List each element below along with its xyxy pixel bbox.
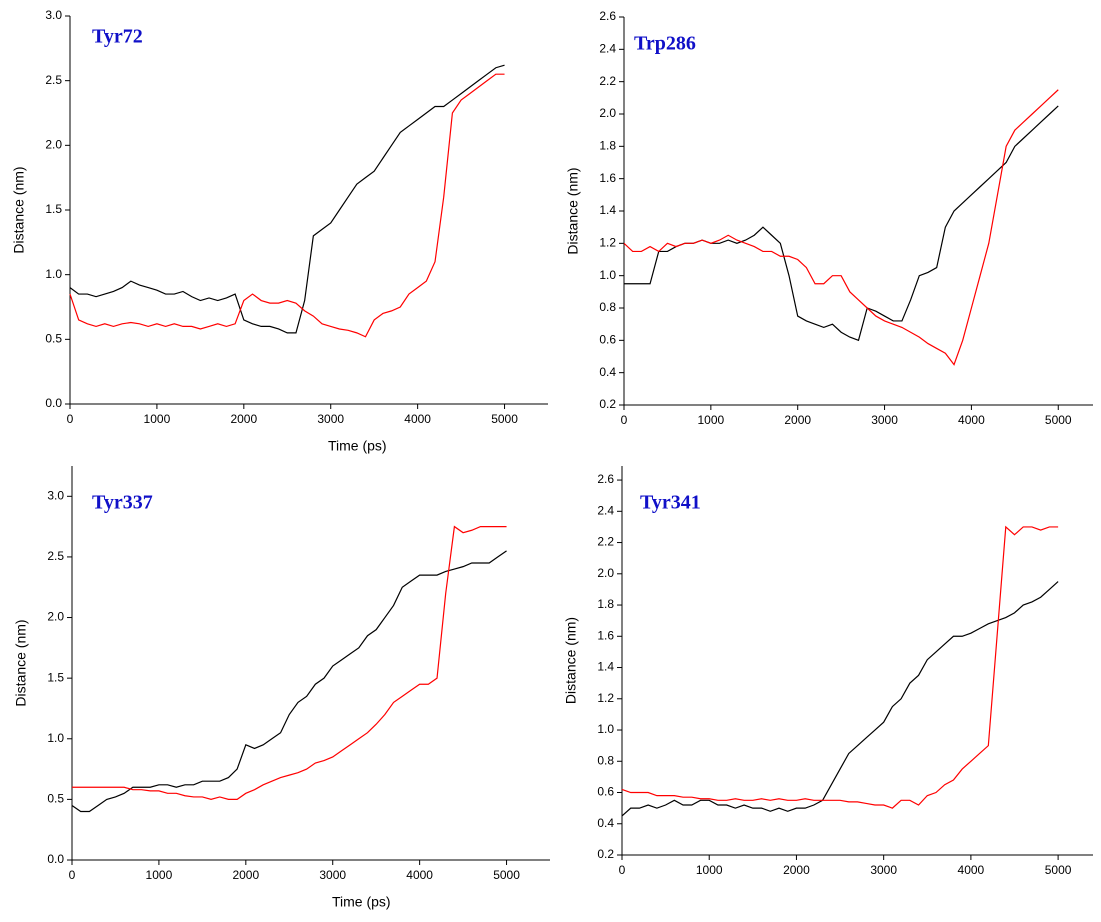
- chart-title: Tyr72: [92, 26, 143, 48]
- x-tick-label: 4000: [958, 413, 985, 427]
- x-tick-label: 3000: [319, 868, 346, 882]
- x-tick-label: 1000: [696, 863, 723, 877]
- data-line: [621, 525, 1059, 809]
- y-tick-label: 2.4: [599, 42, 616, 56]
- y-axis-label: Distance (nm): [11, 166, 27, 253]
- y-tick-label: 2.6: [599, 9, 616, 23]
- x-tick-label: 2000: [230, 412, 257, 426]
- x-tick-label: 4000: [404, 412, 431, 426]
- chart-title: Tyr341: [640, 492, 701, 514]
- y-tick-label: 3.0: [47, 488, 64, 502]
- y-tick-label: 0.8: [599, 300, 616, 314]
- chart-title: Tyr337: [92, 492, 153, 514]
- x-tick-label: 5000: [1045, 413, 1072, 427]
- y-tick-label: 2.4: [597, 503, 614, 517]
- x-tick-label: 3000: [317, 412, 344, 426]
- y-tick-label: 1.6: [599, 171, 616, 185]
- y-tick-label: 0.6: [597, 785, 614, 799]
- y-tick-label: 1.0: [599, 268, 616, 282]
- y-tick-label: 1.4: [597, 660, 614, 674]
- y-tick-label: 0.4: [599, 365, 616, 379]
- y-tick-label: 1.4: [599, 203, 616, 217]
- panel: 0 1000 2000 3000 4000 5000 0.0 0.5 1.0 1.5 2.0 2.5 3…: [11, 8, 548, 454]
- data-line: [72, 525, 507, 801]
- y-tick-label: 2.5: [47, 549, 64, 563]
- y-tick-label: 0.5: [47, 792, 64, 806]
- x-tick-label: 5000: [491, 412, 518, 426]
- x-tick-label: 2000: [232, 868, 259, 882]
- y-tick-label: 0.0: [45, 396, 62, 410]
- x-tick-label: 4000: [958, 863, 985, 877]
- y-tick-label: 1.0: [597, 722, 614, 736]
- x-tick-label: 0: [621, 413, 628, 427]
- x-tick-label: 0: [619, 863, 626, 877]
- x-tick-label: 2000: [784, 413, 811, 427]
- x-axis-label: Time (ps): [328, 438, 387, 454]
- x-tick-label: 5000: [493, 868, 520, 882]
- y-tick-label: 1.5: [45, 202, 62, 216]
- data-line: [69, 64, 505, 334]
- y-axis-label: Distance (nm): [563, 617, 579, 704]
- y-tick-label: 1.6: [597, 628, 614, 642]
- y-tick-label: 2.0: [45, 138, 62, 152]
- y-tick-label: 2.5: [45, 73, 62, 87]
- panel: 0 1000 2000 3000 4000 5000 0.2 0.4 0.6 0.8 1.0 1.2 1…: [565, 9, 1093, 427]
- x-tick-label: 1000: [144, 412, 171, 426]
- y-tick-label: 1.2: [597, 691, 614, 705]
- y-tick-label: 1.8: [599, 139, 616, 153]
- panel: 0 1000 2000 3000 4000 5000 0.2 0.4 0.6 0.8 1.0 1.2 1…: [563, 466, 1093, 877]
- data-line: [71, 550, 507, 813]
- y-tick-label: 2.6: [597, 472, 614, 486]
- x-tick-label: 4000: [406, 868, 433, 882]
- y-tick-label: 3.0: [45, 8, 62, 22]
- x-axis-label: Time (ps): [332, 894, 391, 910]
- y-axis-label: Distance (nm): [13, 619, 29, 706]
- y-tick-label: 2.0: [47, 610, 64, 624]
- chart-title: Trp286: [634, 33, 696, 55]
- data-line: [69, 73, 505, 338]
- y-tick-label: 0.8: [597, 753, 614, 767]
- y-tick-label: 1.0: [47, 731, 64, 745]
- y-tick-label: 0.2: [599, 397, 616, 411]
- y-tick-label: 2.2: [599, 74, 616, 88]
- x-tick-label: 2000: [783, 863, 810, 877]
- x-tick-label: 1000: [146, 868, 173, 882]
- y-tick-label: 0.4: [597, 816, 614, 830]
- y-tick-label: 1.5: [47, 670, 64, 684]
- y-tick-label: 2.0: [597, 566, 614, 580]
- x-tick-label: 0: [67, 412, 74, 426]
- x-tick-label: 1000: [698, 413, 725, 427]
- x-tick-label: 3000: [871, 413, 898, 427]
- y-tick-label: 0.5: [45, 332, 62, 346]
- y-tick-label: 0.2: [597, 847, 614, 861]
- data-line: [621, 581, 1059, 817]
- y-tick-label: 2.0: [599, 106, 616, 120]
- data-line: [623, 89, 1059, 366]
- y-axis-label: Distance (nm): [565, 167, 581, 254]
- x-tick-label: 3000: [870, 863, 897, 877]
- y-tick-label: 0.0: [47, 852, 64, 866]
- y-tick-label: 0.6: [599, 333, 616, 347]
- panel: 0 1000 2000 3000 4000 5000 0.0 0.5 1.0 1.5 2.0 2.5 3…: [13, 466, 550, 910]
- y-tick-label: 1.2: [599, 236, 616, 250]
- y-tick-label: 1.8: [597, 597, 614, 611]
- y-tick-label: 2.2: [597, 535, 614, 549]
- y-tick-label: 1.0: [45, 267, 62, 281]
- x-tick-label: 0: [69, 868, 76, 882]
- data-line: [624, 105, 1059, 342]
- x-tick-label: 5000: [1045, 863, 1072, 877]
